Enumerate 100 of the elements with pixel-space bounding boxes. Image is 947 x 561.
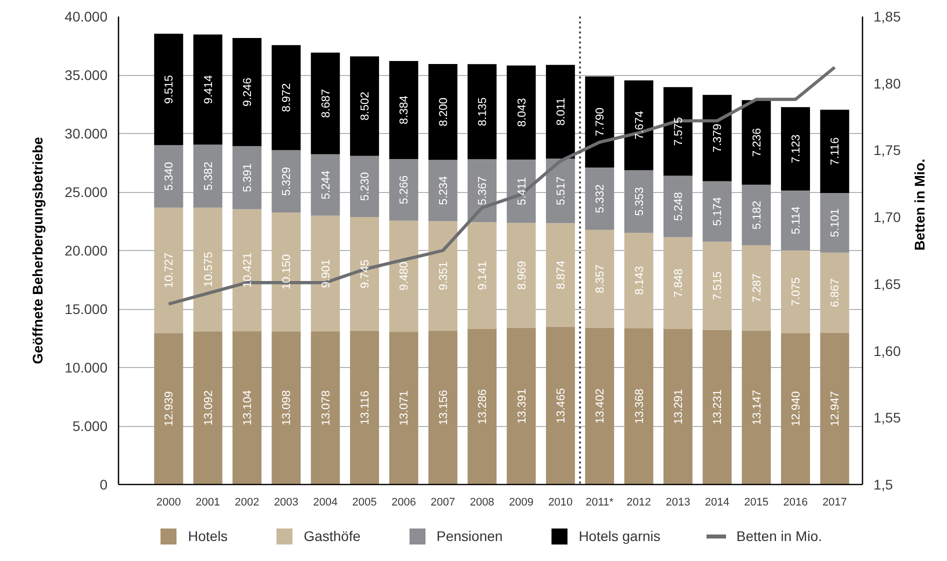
x-tick-label: 2017 — [822, 496, 847, 508]
bar — [506, 328, 536, 484]
data-label: 5.248 — [672, 192, 685, 221]
bar — [154, 145, 184, 208]
data-label: 5.353 — [634, 187, 646, 216]
data-label: 5.266 — [398, 175, 411, 204]
bar — [272, 45, 301, 150]
data-label: 5.391 — [242, 163, 254, 192]
legend-label: Hotels — [188, 528, 228, 544]
bar — [742, 245, 771, 331]
data-label: 7.575 — [672, 117, 685, 146]
bar — [389, 60, 418, 160]
data-label: 13.156 — [438, 390, 450, 426]
bar — [585, 328, 614, 484]
bar — [428, 160, 458, 222]
data-label: 13.104 — [242, 390, 254, 426]
bar — [781, 333, 810, 484]
y-tick-label: 30.000 — [64, 126, 108, 142]
data-label: 7.790 — [594, 108, 607, 136]
data-label: 7.287 — [751, 274, 764, 302]
data-label: 9.414 — [202, 74, 215, 104]
data-label: 9.246 — [242, 78, 254, 106]
data-label: 9.141 — [477, 261, 490, 290]
data-label: 8.357 — [594, 264, 607, 294]
bar — [428, 64, 458, 160]
data-label: 8.043 — [516, 98, 528, 127]
bar — [820, 252, 850, 334]
y2-tick-label: 1,85 — [874, 8, 901, 24]
y2-tick-label: 1,5 — [874, 476, 894, 492]
bar — [310, 331, 340, 484]
bar — [389, 159, 418, 221]
bar — [350, 217, 380, 332]
bar — [428, 221, 458, 331]
y-tick-label: 40.000 — [64, 8, 108, 24]
data-label: 8.874 — [555, 260, 568, 290]
bar — [820, 333, 850, 484]
bar — [663, 176, 692, 238]
bar — [350, 156, 380, 218]
bar — [663, 87, 692, 176]
data-label: 13.286 — [477, 389, 490, 424]
data-label: 13.147 — [751, 390, 764, 426]
bar — [232, 146, 262, 210]
bar — [663, 328, 692, 484]
bar — [506, 160, 536, 223]
data-label: 8.011 — [555, 98, 568, 126]
bar — [232, 38, 262, 146]
bar — [310, 154, 340, 216]
x-tick-label: 2011* — [586, 496, 614, 508]
legend-label: Pensionen — [436, 528, 503, 544]
data-label: 7.075 — [790, 277, 803, 306]
y2-axis-title: Betten in Mio. — [912, 158, 928, 250]
legend-label: Hotels garnis — [578, 528, 660, 544]
x-tick-label: 2000 — [156, 496, 181, 508]
data-label: 13.116 — [360, 390, 372, 425]
data-label: 12.940 — [790, 391, 803, 426]
x-tick-label: 2006 — [391, 496, 416, 508]
data-label: 8.687 — [320, 89, 332, 118]
bar — [781, 190, 810, 250]
x-tick-label: 2004 — [313, 496, 338, 508]
y-tick-label: 15.000 — [64, 301, 108, 317]
data-label: 5.114 — [790, 206, 803, 234]
bar — [350, 331, 380, 484]
bar — [546, 223, 575, 327]
y2-tick-label: 1,60 — [874, 342, 901, 359]
bar — [154, 34, 184, 146]
bar — [154, 208, 184, 334]
data-label: 13.098 — [281, 390, 294, 426]
y-tick-label: 25.000 — [64, 184, 108, 200]
bar — [193, 331, 222, 484]
data-label: 7.379 — [712, 124, 724, 152]
y-axis-title: Geöffnete Beherbergungsbetriebe — [30, 136, 46, 364]
bar — [702, 330, 732, 484]
x-tick-label: 2007 — [430, 496, 456, 508]
bar — [350, 56, 380, 156]
bar — [546, 158, 575, 224]
data-label: 8.972 — [281, 83, 294, 112]
bar — [389, 332, 418, 484]
data-label: 8.384 — [398, 95, 411, 124]
bar — [585, 168, 614, 230]
data-label: 5.101 — [830, 208, 842, 238]
y-tick-label: 35.000 — [64, 67, 108, 83]
data-label: 9.745 — [360, 260, 372, 288]
y2-tick-label: 1,65 — [874, 276, 901, 292]
bar — [193, 34, 222, 145]
bar — [389, 220, 418, 332]
bar — [506, 65, 536, 160]
data-label: 13.231 — [712, 390, 724, 425]
data-label: 5.174 — [712, 196, 724, 226]
y-tick-label: 20.000 — [64, 242, 108, 258]
data-label: 5.382 — [202, 162, 215, 190]
data-label: 5.517 — [555, 176, 568, 206]
data-label: 5.329 — [281, 166, 294, 196]
data-label: 5.332 — [594, 184, 607, 214]
x-tick-label: 2003 — [274, 496, 298, 508]
y-tick-label: 5.000 — [72, 418, 108, 434]
legend-label: Betten in Mio. — [736, 528, 822, 544]
bar — [546, 326, 575, 484]
x-tick-label: 2001 — [196, 496, 220, 508]
data-label: 5.182 — [751, 200, 764, 230]
data-label: 6.867 — [830, 278, 842, 308]
